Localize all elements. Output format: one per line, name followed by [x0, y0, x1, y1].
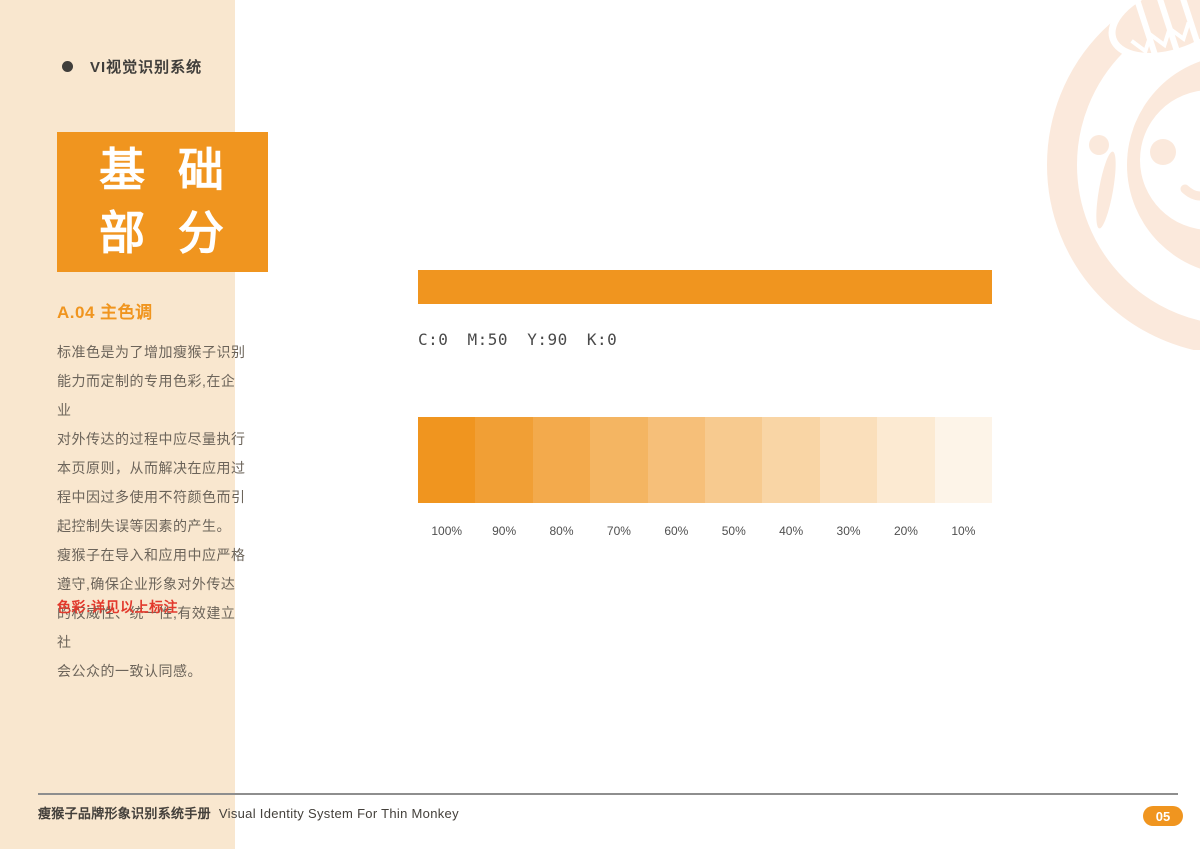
monkey-smile-icon	[1180, 184, 1200, 201]
tint-swatch-50%	[705, 417, 763, 503]
page-number: 05	[1155, 808, 1171, 824]
page-number-badge: 05	[1143, 806, 1183, 826]
tint-swatch-100%	[418, 417, 476, 503]
tint-swatch-30%	[819, 417, 878, 503]
chapter-title-box: 基 础 部 分	[57, 132, 268, 272]
color-note: 色彩:详见以上标注	[57, 599, 179, 615]
document-header: VI视觉识别系统	[62, 56, 202, 77]
monkey-ear-icon	[1089, 135, 1109, 155]
tint-percent-label: 30%	[836, 524, 861, 538]
body-text: 标准色是为了增加瘦猴子识别 能力而定制的专用色彩,在企业 对外传达的过程中应尽量…	[57, 344, 246, 679]
tint-swatch-40%	[762, 417, 820, 503]
tint-percent-label: 20%	[893, 524, 918, 538]
monkey-head	[1127, 61, 1200, 269]
tint-percent-label: 10%	[951, 524, 976, 538]
cmyk-value-label: C:0 M:50 Y:90 K:0	[418, 330, 618, 349]
monkey-eye-icon	[1150, 139, 1176, 165]
header-title: VI视觉识别系统	[90, 59, 203, 76]
tint-percent-label: 80%	[549, 524, 574, 538]
footer-divider	[38, 793, 1178, 795]
tint-swatch-10%	[934, 417, 993, 503]
section-heading: A.04 主色调	[57, 303, 153, 322]
tint-percent-label: 50%	[721, 524, 746, 538]
banana-icon	[1108, 0, 1200, 60]
tint-swatch-80%	[532, 417, 591, 503]
chapter-title-line-1: 基 础	[99, 144, 226, 196]
primary-color-swatch	[418, 270, 992, 304]
footer-manual-title-zh: 瘦猴子品牌形象识别系统手册	[38, 806, 211, 821]
footer-text: 瘦猴子品牌形象识别系统手册 Visual Identity System For …	[38, 803, 459, 822]
monkey-face	[1140, 90, 1200, 230]
monkey-ear-lobe	[1096, 151, 1116, 229]
bullet-icon	[62, 61, 73, 72]
tint-swatch-90%	[475, 417, 533, 503]
tint-percent-label: 100%	[431, 524, 463, 538]
tint-label-row: 100% 90% 80% 70% 60% 50% 40% 30% 20% 10%	[418, 524, 992, 538]
chapter-title-line-2: 部 分	[99, 207, 226, 259]
tint-percent-label: 70%	[606, 524, 631, 538]
tint-percent-label: 40%	[779, 524, 804, 538]
tint-swatch-row	[418, 417, 993, 503]
tint-swatch-70%	[590, 417, 648, 503]
footer-manual-title-en: Visual Identity System For Thin Monkey	[218, 806, 459, 821]
tint-swatch-60%	[647, 417, 706, 503]
tint-swatch-20%	[877, 417, 935, 503]
monkey-logo-watermark	[1047, 0, 1200, 350]
monkey-head-ring	[1047, 0, 1200, 350]
tint-percent-label: 90%	[492, 524, 517, 538]
tint-percent-label: 60%	[664, 524, 689, 538]
